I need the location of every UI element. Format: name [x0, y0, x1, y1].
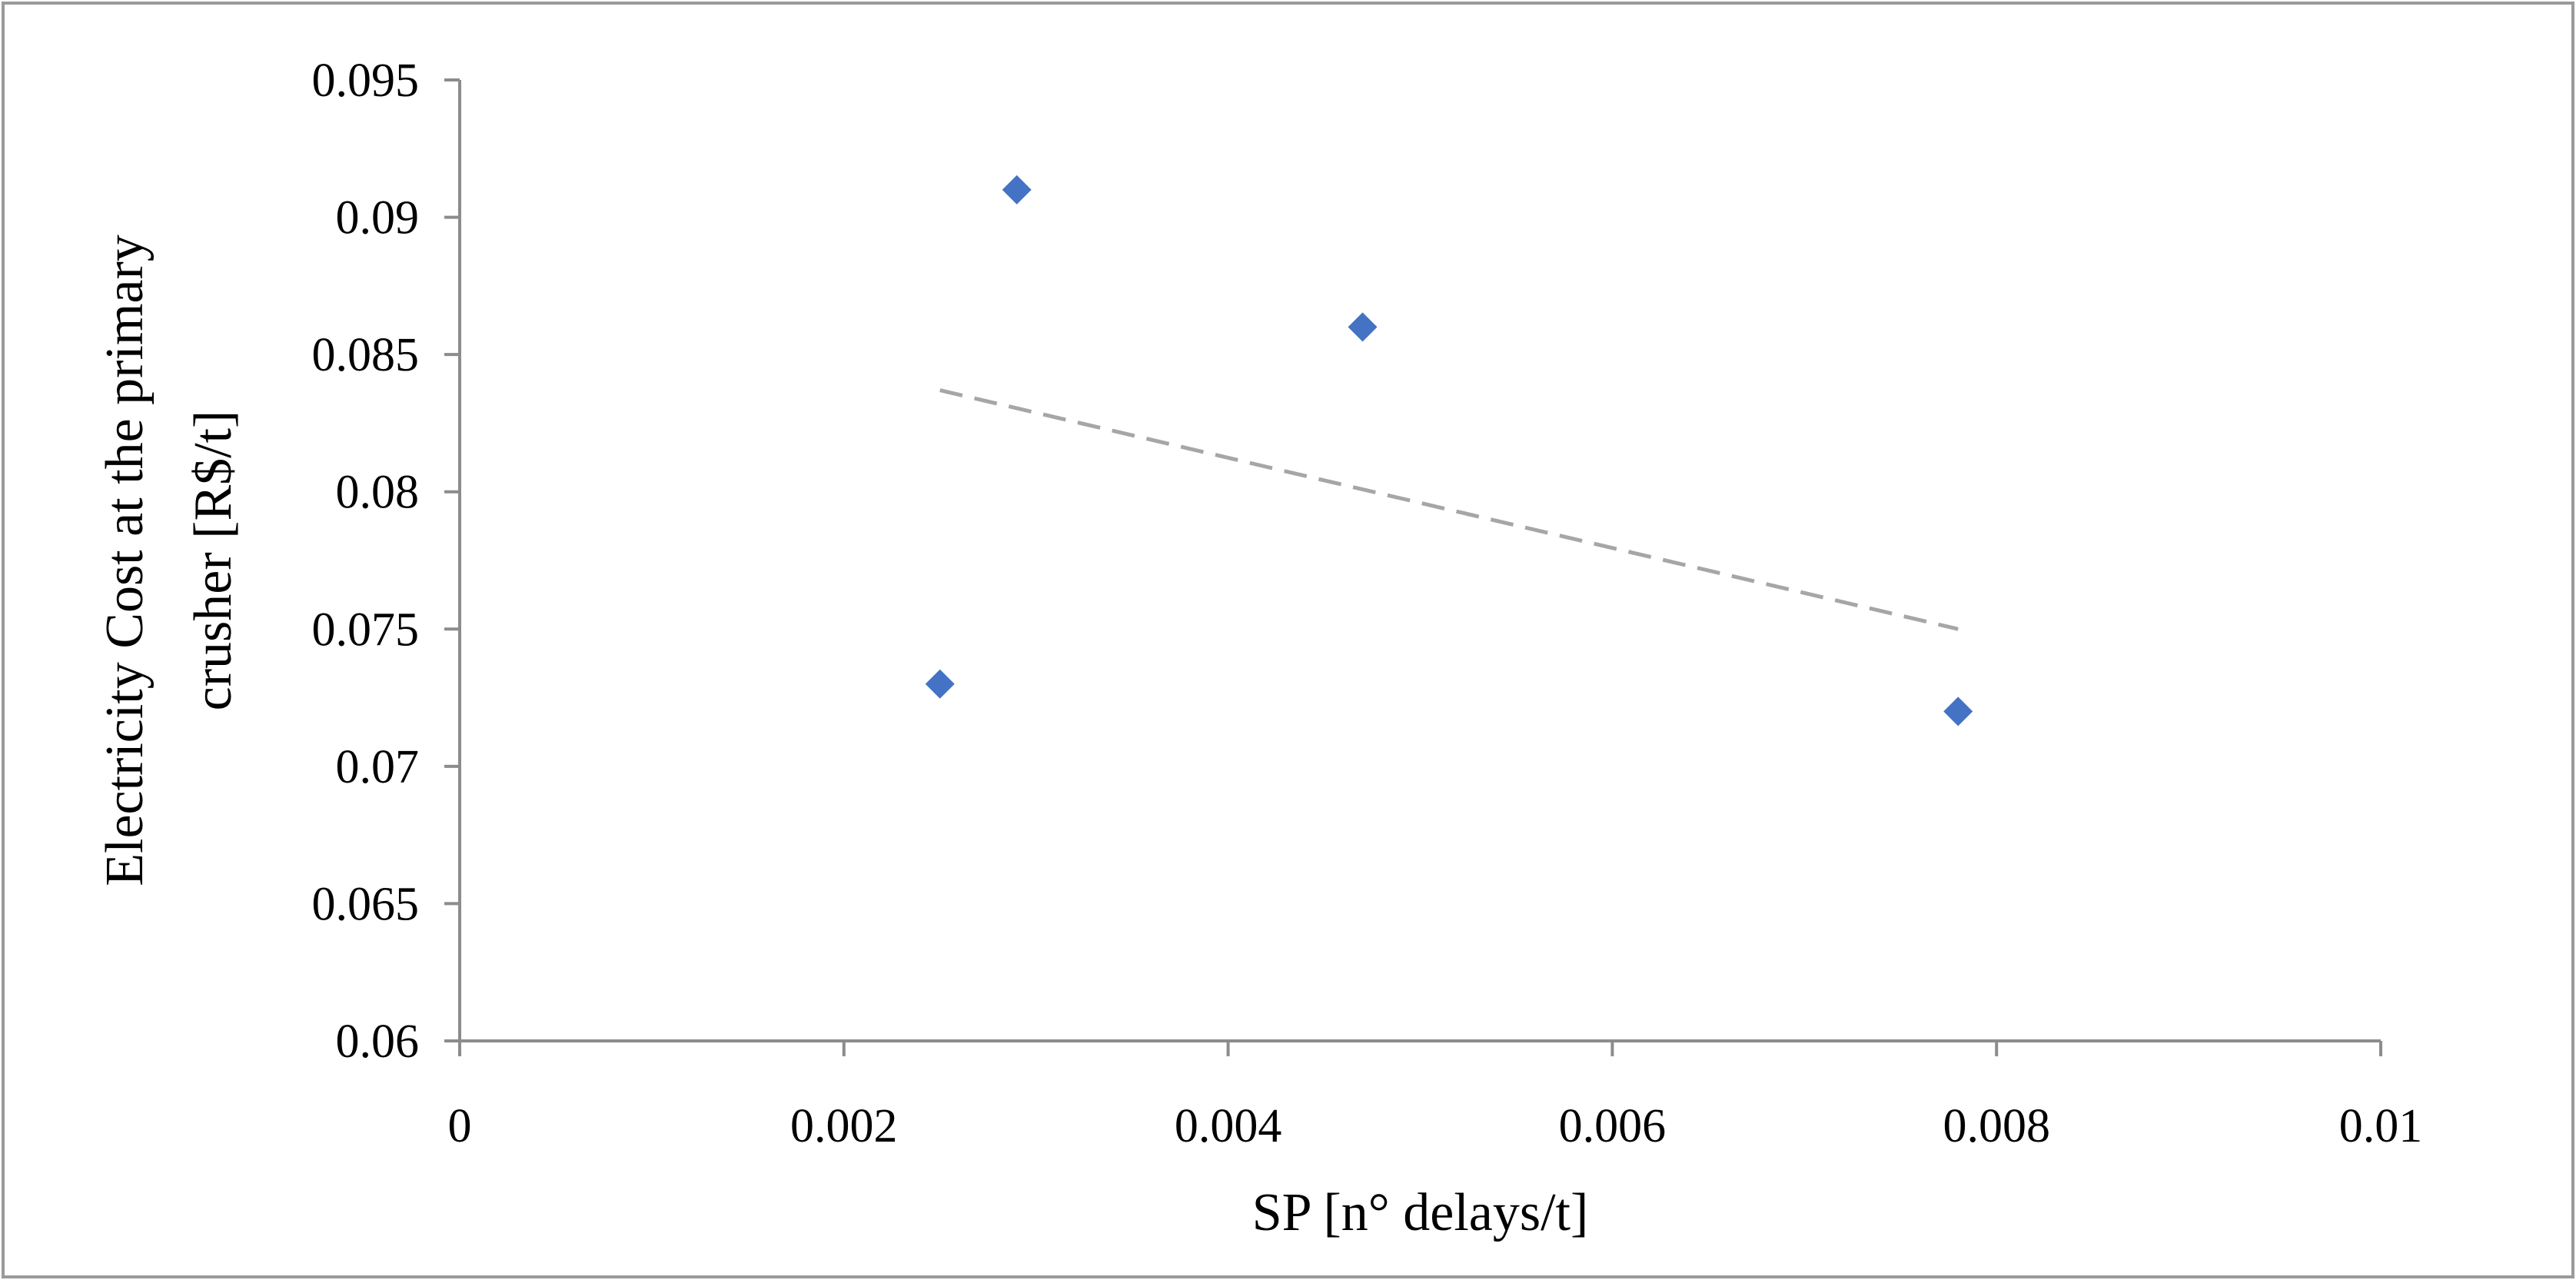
y-tick-label: 0.06 [336, 1016, 420, 1068]
data-point-marker [925, 669, 955, 699]
x-tick-label: 0.002 [790, 1100, 898, 1152]
y-tick-label: 0.09 [336, 192, 420, 244]
data-point-marker [1002, 175, 1032, 204]
y-axis-title-line-1: Electricity Cost at the primary [95, 234, 155, 886]
y-axis-ticks: 0.06 0.065 0.07 0.075 0.08 0.085 0.09 0.095 [312, 55, 460, 1068]
data-points [925, 175, 1973, 726]
x-tick-label: 0.008 [1943, 1100, 2050, 1152]
x-axis-title: SP [n° delays/t] [1252, 1183, 1589, 1242]
y-tick-label: 0.075 [312, 603, 420, 656]
linear-trendline [939, 388, 1959, 631]
y-tick-label: 0.07 [336, 741, 420, 793]
y-axis-title: Electricity Cost at the primary crusher … [95, 234, 243, 886]
x-tick-label: 0 [448, 1100, 472, 1152]
x-tick-label: 0.01 [2339, 1100, 2423, 1152]
plot-area: 0 0.002 0.004 0.006 0.008 0.01 0.060.0650.070… [312, 55, 2423, 1152]
y-axis-title-line-2: crusher [R$/t] [184, 411, 243, 711]
y-tick-label: 0.095 [312, 55, 420, 107]
y-tick-label: 0.08 [336, 467, 420, 519]
data-point-marker [1943, 697, 1973, 726]
y-tick-label: 0.085 [312, 329, 420, 381]
data-point-marker [1348, 312, 1378, 342]
x-axis-ticks: 0 0.002 0.004 0.006 0.008 0.01 [448, 1041, 2423, 1152]
x-tick-label: 0.004 [1175, 1100, 1282, 1152]
y-tick-label: 0.065 [312, 878, 420, 930]
x-tick-label: 0.006 [1559, 1100, 1667, 1152]
